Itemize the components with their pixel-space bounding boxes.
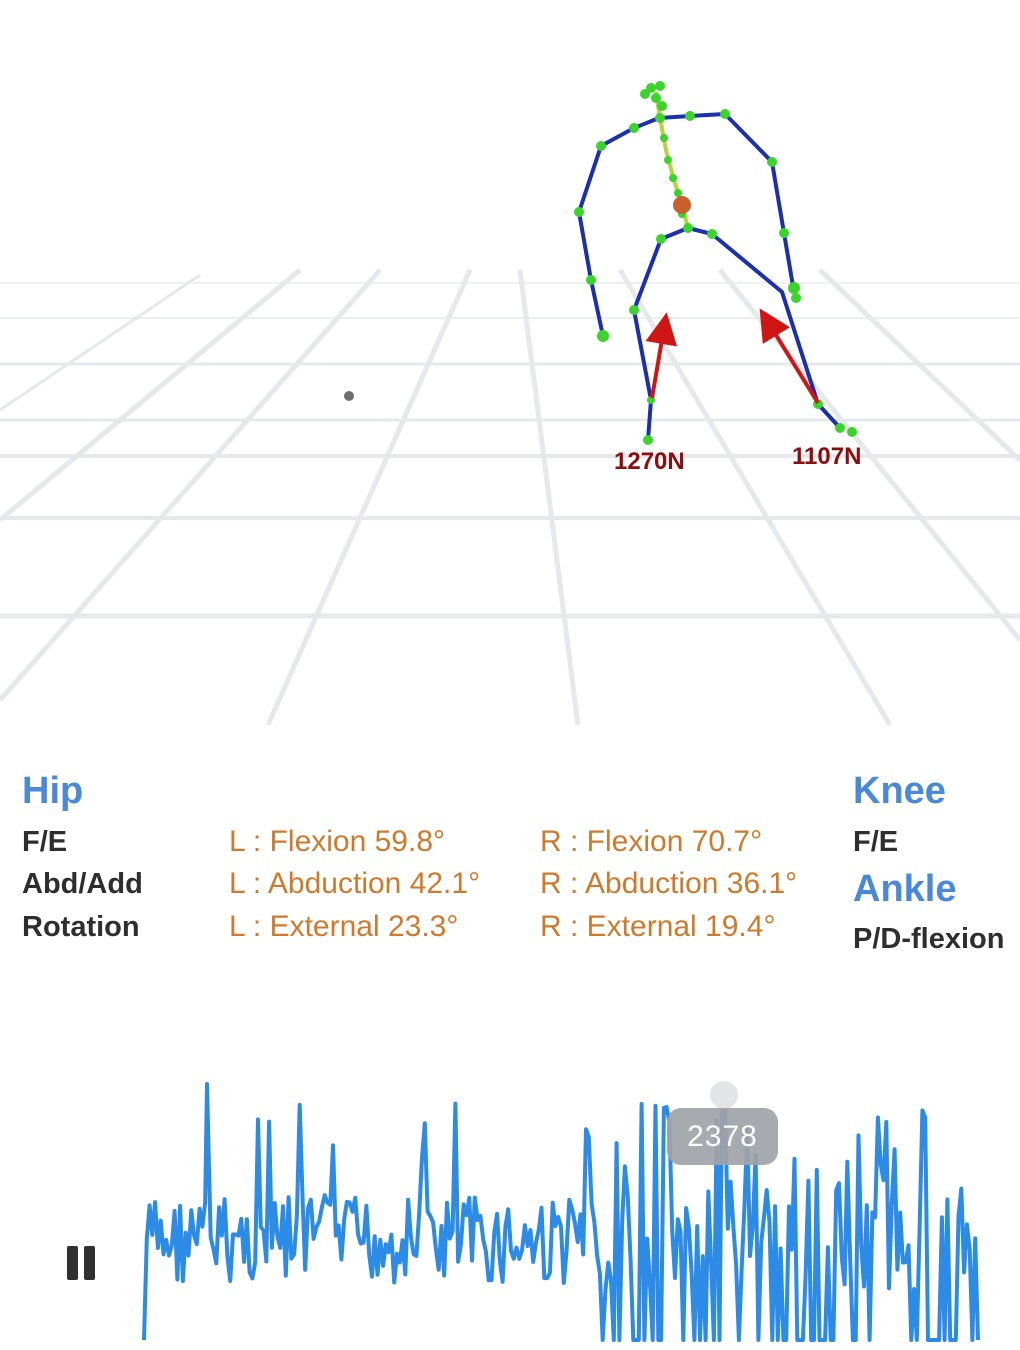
skeleton-limbs [577,112,842,441]
right-force-arrow [759,308,820,405]
hip-abd-add-right-value: R : Abduction 36.1° [540,867,798,900]
ankle-pd-flexion-label: P/D-flexion [853,923,1005,955]
hip-abd-add-label: Abd/Add [22,868,143,900]
ankle-section-title: Ankle [853,868,957,910]
left-force-arrow [645,312,678,399]
current-frame-tooltip: 2378 [667,1108,778,1165]
hip-fe-label: F/E [22,826,68,858]
force-vectors: 1270N 1107N [614,308,861,475]
hip-rotation-right-value: R : External 19.4° [540,910,776,943]
hip-section-title: Hip [22,770,84,812]
timeline-scrubber-handle[interactable] [710,1081,738,1109]
knee-section-title: Knee [853,770,946,812]
hip-rotation-left-value: L : External 23.3° [229,910,459,943]
pause-icon-bar [84,1246,95,1280]
hip-fe-left-value: L : Flexion 59.8° [229,825,446,858]
right-force-label: 1107N [792,443,861,470]
hip-fe-right-value: R : Flexion 70.7° [540,825,763,858]
floor-grid [0,268,1020,727]
motion-capture-3d-view[interactable]: 1270N 1107N [0,0,1020,740]
skeleton [574,81,857,445]
timeline-waveform[interactable] [0,1060,1020,1350]
knee-fe-label: F/E [853,826,899,858]
hip-abd-add-left-value: L : Abduction 42.1° [229,867,481,900]
skeleton-joints [574,81,857,445]
hip-rotation-label: Rotation [22,911,140,943]
waveform-line [142,1082,980,1342]
pause-button[interactable] [60,1238,102,1288]
left-force-label: 1270N [614,448,685,475]
center-of-mass-marker [673,196,691,214]
pause-icon [67,1246,78,1280]
scene-origin-marker [344,391,354,401]
